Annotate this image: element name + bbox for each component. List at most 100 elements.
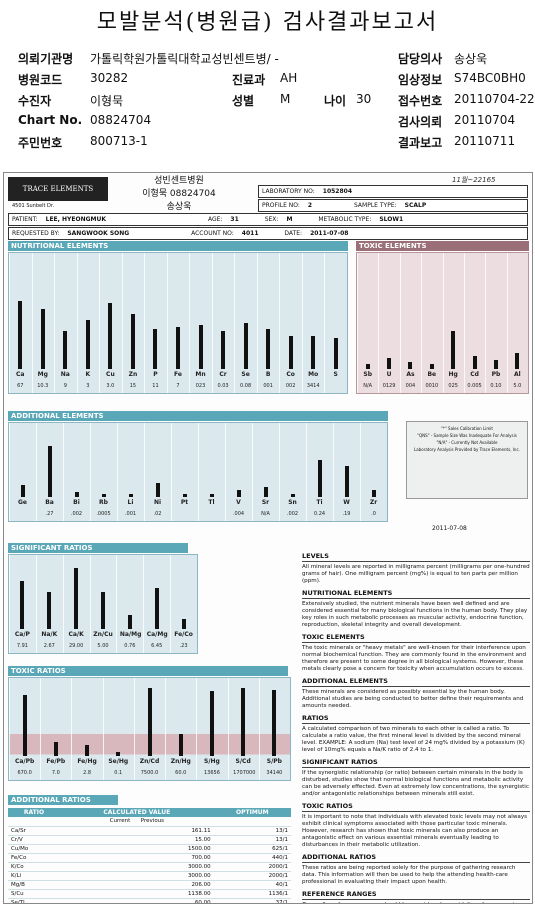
sex-label: SEX:: [264, 216, 279, 223]
value-hospital-code: 30282: [90, 71, 129, 85]
additional-label: Pt: [180, 499, 189, 506]
additional-bar-rb: [101, 493, 106, 497]
grid-line: [133, 678, 135, 780]
nutritional-label: Cr: [219, 371, 227, 378]
nutritional-label: Se: [241, 371, 250, 378]
grid-line: [76, 253, 78, 393]
account-label: ACCOUNT NO:: [191, 230, 234, 237]
toxic-value: 5.0: [513, 383, 522, 389]
ratio-name-cell: K/Li: [8, 871, 60, 881]
grid-line: [54, 253, 56, 393]
ratio-optimum-cell: 625/1: [213, 844, 291, 854]
section-text: These minerals are considered as possibl…: [302, 689, 524, 709]
grid-line: [399, 253, 401, 393]
additional-value: N/A: [261, 511, 270, 517]
toxic_ratios-value: 0.1: [114, 770, 123, 776]
page-title: 모발분석(병원급) 검사결과보고서: [96, 10, 439, 35]
additional-bar-sr: [263, 486, 268, 497]
significant-label: Ca/K: [68, 631, 84, 638]
nutritional-label: Mo: [308, 371, 319, 378]
nutritional-title: NUTRITIONAL ELEMENTS: [8, 241, 348, 251]
grid-line: [143, 555, 145, 653]
section-text: If the synergistic relationship (or rati…: [302, 770, 529, 797]
value-age: 30: [356, 92, 372, 106]
ratio-name-cell: Fe/Co: [8, 853, 60, 863]
ratio-name-cell: Mg/B: [8, 880, 60, 890]
nutritional-bar-se: [243, 322, 248, 369]
additional-chart: Ge Ba .27 Bi .002 Rb .0005 Li .001 Ni .02 Pt Tl V .004…: [8, 422, 388, 522]
additional-label: Rb: [99, 499, 108, 506]
nutritional-bar-mg: [40, 308, 45, 369]
grid-line: [102, 678, 104, 780]
sample-label: SAMPLE TYPE:: [354, 202, 397, 209]
additional-bar-li: [128, 493, 133, 497]
table-row: Cu/Mo 1500.00 625/1: [8, 844, 291, 854]
toxic_ratios-value: 7.0: [51, 770, 60, 776]
section-heading: NUTRITIONAL ELEMENTS: [302, 590, 530, 599]
section-heading: RATIOS: [302, 715, 530, 724]
toxic_ratios-label: S/Pb: [266, 758, 282, 765]
legend-line-2: "QNS" - Sample Size Was Inadequate For A…: [417, 433, 517, 438]
grid-line: [256, 253, 258, 393]
grid-line: [306, 423, 307, 521]
age-value: 31: [230, 216, 239, 223]
value-id-no: 800713-1: [90, 134, 148, 148]
significant-bar-ca-mg: [154, 588, 159, 629]
toxic-ratios-title: TOXIC RATIOS: [8, 666, 288, 676]
nutritional-label: Co: [286, 371, 295, 378]
significant-value: .23: [179, 643, 188, 649]
report-date-2: 2011-07-08: [432, 525, 467, 532]
nutritional-bar-s: [333, 338, 338, 369]
request-box: REQUESTED BY: SANGWOOK SONG ACCOUNT NO: 40…: [8, 227, 528, 240]
label-requested: 검사의뢰: [398, 115, 443, 129]
value-institution: 가톨릭학원가톨릭대학교성빈센트병/ -: [90, 52, 279, 66]
col-optimum: OPTIMUM: [213, 808, 291, 817]
additional-bar-ti: [317, 459, 322, 497]
toxic_ratios-label: Fe/Pb: [46, 758, 66, 765]
sex-value: M: [286, 216, 293, 223]
ratio-optimum-cell: 1136/1: [213, 889, 291, 899]
value-sex: M: [280, 92, 291, 106]
toxic-value: 0.005: [467, 383, 482, 389]
section-heading: TOXIC ELEMENTS: [302, 634, 530, 643]
profile-box: PROFILE NO: 2 SAMPLE TYPE: SCALP: [258, 199, 528, 212]
grid-line: [166, 253, 168, 393]
patient-value: LEE, HYEONGMUK: [45, 216, 107, 223]
toxic_ratios-bar-s-pb: [272, 689, 277, 756]
toxic_ratios-value: 7500.0: [140, 770, 159, 776]
additional-label: Sr: [261, 499, 270, 506]
nutritional-value: 002: [285, 383, 296, 389]
grid-line: [360, 423, 361, 521]
metabolic-label: METABOLIC TYPE:: [318, 216, 372, 223]
nutritional-label: Fe: [174, 371, 182, 378]
grid-line: [227, 678, 229, 780]
grid-line: [9, 555, 10, 653]
significant-label: Na/K: [41, 631, 58, 638]
toxic_ratios-label: S/Hg: [204, 758, 220, 765]
grid-line: [301, 253, 303, 393]
toxic-value: 004: [405, 383, 416, 389]
grid-line: [324, 253, 326, 393]
grid-line: [36, 423, 37, 521]
requested-value: SANGWOOK SONG: [67, 230, 130, 237]
nutritional-bar-p: [153, 329, 158, 369]
nutritional-value: 0.08: [240, 383, 252, 389]
additional-value: .002: [70, 511, 83, 517]
grid-line: [116, 555, 118, 653]
requested-label: REQUESTED BY:: [12, 230, 60, 237]
toxic-label: Be: [427, 371, 437, 378]
additional-value: .27: [45, 511, 54, 517]
grid-line: [117, 423, 118, 521]
nutritional-value: 0.03: [217, 383, 229, 389]
ratio-value-cell: 15.00: [59, 835, 214, 845]
toxic-value: 025: [448, 383, 458, 389]
ratio-table: RATIO CALCULATED VALUE OPTIMUM Current P…: [8, 808, 291, 903]
col-ratio: RATIO: [8, 808, 60, 817]
grid-line: [357, 253, 358, 393]
ratio-table-title: ADDITIONAL RATIOS: [8, 795, 118, 805]
significant-value: 2.67: [43, 643, 55, 649]
additional-bar-tl: [209, 494, 214, 497]
toxic-value: N/A: [363, 383, 373, 389]
value-chart-no: 08824704: [90, 113, 152, 127]
toxic_ratios-label: S/Cd: [235, 758, 251, 765]
